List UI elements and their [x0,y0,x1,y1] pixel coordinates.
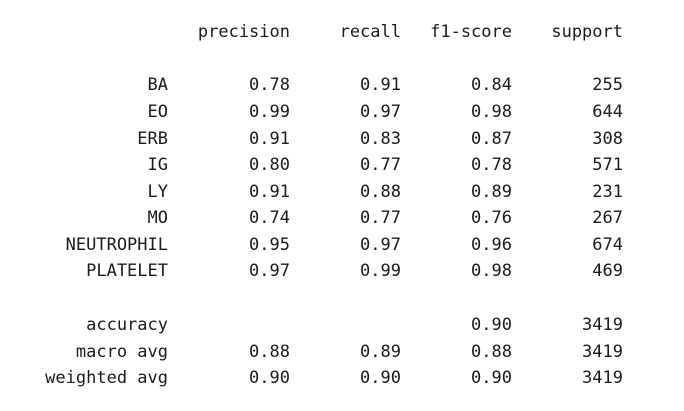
row-support: 469 [592,261,623,281]
row-label: IG [147,155,168,175]
row-precision: 0.95 [249,235,290,255]
row-recall: 0.88 [360,182,401,202]
row-support: 674 [592,235,623,255]
row-label: NEUTROPHIL [65,235,168,255]
row-precision: 0.74 [249,208,290,228]
header-precision: precision [197,22,290,42]
row-recall: 0.97 [360,102,401,122]
row-f1: 0.89 [471,182,512,202]
row-label: EO [147,102,168,122]
row-label: LY [147,182,168,202]
row-label: ERB [137,129,168,149]
row-precision: 0.97 [249,261,290,281]
row-f1: 0.98 [471,261,512,281]
row-support: 267 [592,208,623,228]
summary-label: weighted avg [45,368,168,388]
summary-recall: 0.90 [360,368,401,388]
row-recall: 0.97 [360,235,401,255]
row-f1: 0.98 [471,102,512,122]
row-precision: 0.80 [249,155,290,175]
summary-label: accuracy [86,315,168,335]
summary-f1: 0.88 [471,342,512,362]
summary-precision: 0.88 [249,342,290,362]
row-support: 308 [592,129,623,149]
row-label: PLATELET [86,261,168,281]
row-support: 231 [592,182,623,202]
summary-label: macro avg [75,342,168,362]
row-recall: 0.77 [360,155,401,175]
summary-support: 3419 [582,342,623,362]
row-f1: 0.87 [471,129,512,149]
row-recall: 0.83 [360,129,401,149]
header-support: support [551,22,623,42]
summary-precision: 0.90 [249,368,290,388]
row-recall: 0.91 [360,75,401,95]
header-recall: recall [339,22,401,42]
summary-f1: 0.90 [471,368,512,388]
row-precision: 0.91 [249,182,290,202]
summary-support: 3419 [582,315,623,335]
row-recall: 0.77 [360,208,401,228]
row-f1: 0.96 [471,235,512,255]
row-precision: 0.91 [249,129,290,149]
row-precision: 0.78 [249,75,290,95]
row-label: BA [147,75,168,95]
row-f1: 0.78 [471,155,512,175]
row-support: 255 [592,75,623,95]
row-f1: 0.76 [471,208,512,228]
summary-recall: 0.89 [360,342,401,362]
row-support: 571 [592,155,623,175]
row-support: 644 [592,102,623,122]
summary-support: 3419 [582,368,623,388]
header-f1-score: f1-score [430,22,512,42]
row-label: MO [147,208,168,228]
row-recall: 0.99 [360,261,401,281]
summary-f1: 0.90 [471,315,512,335]
row-precision: 0.99 [249,102,290,122]
row-f1: 0.84 [471,75,512,95]
